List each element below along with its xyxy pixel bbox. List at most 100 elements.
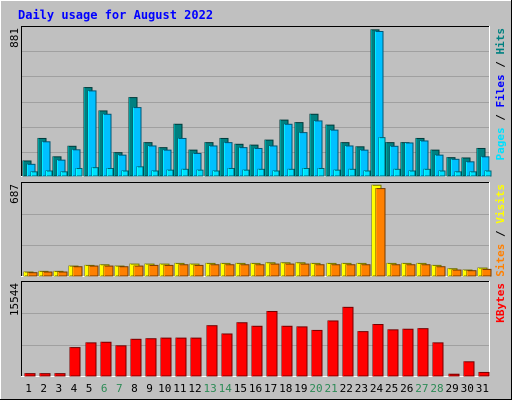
bar-kbytes-day-25 (387, 329, 399, 377)
bar-kbytes-day-21 (327, 320, 339, 377)
legend-part: Pages (494, 127, 507, 160)
bar-sites-day-18 (284, 263, 295, 277)
x-tick-label-day-9: 9 (146, 382, 153, 395)
bar-sites-day-5 (88, 265, 99, 277)
series-legend-label: Pages / Files / Hits (494, 28, 507, 161)
bar-kbytes-day-17 (266, 310, 278, 377)
bar-sites-day-25 (390, 264, 401, 277)
y-max-label: 881 (8, 28, 21, 48)
panel-kbytes: 15544 KBytes (8, 281, 507, 377)
bar-kbytes-day-11 (175, 337, 187, 377)
bar-kbytes-day-22 (342, 306, 354, 377)
x-tick-label-day-17: 17 (264, 382, 277, 395)
legend-part: Files (494, 74, 507, 107)
bar-sites-day-14 (224, 264, 235, 277)
x-axis-labels: 1 2 3 4 5 6 7 8 9 10 11 12 13 14 15 16 17 18 19 20 21 22 23 24 2… (25, 382, 489, 395)
x-tick-label-day-5: 5 (86, 382, 93, 395)
x-tick-label-day-29: 29 (446, 382, 459, 395)
bar-sites-day-7 (118, 266, 129, 277)
legend-part: / (494, 224, 507, 244)
x-tick-label-day-26: 26 (400, 382, 413, 395)
bar-sites-day-20 (314, 264, 325, 277)
bar-sites-day-2 (42, 271, 53, 277)
x-tick-label-day-22: 22 (340, 382, 353, 395)
x-tick-label-day-28: 28 (430, 382, 443, 395)
chart-panels: 881 Pages / Files / Hits 687 Sites / Visits… (8, 26, 507, 377)
bar-kbytes-day-2 (39, 373, 51, 377)
x-tick-label-day-21: 21 (325, 382, 338, 395)
bar-kbytes-day-6 (100, 341, 112, 377)
bar-kbytes-day-10 (160, 337, 172, 377)
bar-kbytes-day-28 (432, 342, 444, 377)
x-tick-label-day-24: 24 (370, 382, 384, 395)
x-tick-label-day-16: 16 (249, 382, 262, 395)
bar-sites-day-21 (330, 264, 341, 277)
bar-files-day-8 (132, 107, 142, 177)
bar-sites-day-19 (299, 263, 310, 277)
bar-kbytes-day-1 (24, 373, 36, 377)
bar-files-day-6 (102, 113, 112, 177)
bar-kbytes-day-13 (206, 325, 218, 377)
x-tick-label-day-20: 20 (309, 382, 322, 395)
bar-files-day-5 (87, 90, 97, 177)
bar-files-day-18 (283, 123, 293, 177)
bar-sites-day-12 (193, 264, 204, 277)
bar-kbytes-day-12 (190, 337, 202, 377)
legend-part: KBytes (494, 283, 507, 323)
bar-sites-day-3 (57, 271, 68, 277)
y-max-label: 687 (8, 184, 21, 204)
bar-sites-day-10 (163, 264, 174, 277)
legend-part: / (494, 108, 507, 128)
bar-sites-day-17 (269, 263, 280, 277)
bar-sites-day-31 (481, 268, 492, 277)
legend-part: Visits (494, 184, 507, 224)
x-tick-label-day-25: 25 (385, 382, 398, 395)
legend-part: Sites (494, 244, 507, 277)
bar-kbytes-day-9 (145, 338, 157, 377)
bar-kbytes-day-27 (417, 328, 429, 377)
bar-sites-day-4 (72, 266, 83, 277)
bar-sites-day-1 (27, 272, 38, 277)
x-tick-label-day-4: 4 (71, 382, 78, 395)
plot-area (21, 182, 490, 277)
bar-sites-day-24 (375, 188, 386, 277)
x-tick-label-day-23: 23 (355, 382, 368, 395)
series-legend-label: KBytes (494, 283, 507, 323)
x-tick-label-day-14: 14 (219, 382, 233, 395)
chart-title: Daily usage for August 2022 (18, 8, 213, 22)
bar-sites-day-8 (133, 265, 144, 277)
x-tick-label-day-13: 13 (203, 382, 216, 395)
bar-sites-day-15 (239, 264, 250, 277)
x-tick-label-day-1: 1 (25, 382, 32, 395)
bar-kbytes-day-31 (478, 371, 490, 377)
bar-kbytes-day-16 (251, 325, 263, 377)
x-tick-label-day-19: 19 (294, 382, 307, 395)
bar-kbytes-day-3 (54, 373, 66, 377)
y-max-label: 15544 (8, 283, 21, 316)
x-tick-label-day-18: 18 (279, 382, 292, 395)
bar-sites-day-30 (466, 270, 477, 277)
bar-sites-day-23 (360, 264, 371, 277)
bar-kbytes-day-26 (402, 328, 414, 377)
panel-visits-sites: 687 Sites / Visits (8, 182, 507, 277)
bar-sites-day-16 (254, 264, 265, 277)
x-tick-label-day-27: 27 (415, 382, 428, 395)
panel-hits-files-pages: 881 Pages / Files / Hits (8, 26, 507, 177)
series-legend-label: Sites / Visits (494, 184, 507, 277)
bar-sites-day-22 (345, 264, 356, 277)
bar-kbytes-day-4 (69, 347, 81, 377)
x-tick-label-day-12: 12 (188, 382, 201, 395)
x-tick-label-day-15: 15 (234, 382, 247, 395)
bar-sites-day-13 (209, 264, 220, 277)
x-tick-label-day-3: 3 (56, 382, 63, 395)
x-tick-label-day-7: 7 (116, 382, 123, 395)
bar-kbytes-day-23 (357, 331, 369, 377)
bar-sites-day-27 (420, 264, 431, 277)
bar-sites-day-26 (405, 264, 416, 277)
x-tick-label-day-10: 10 (158, 382, 171, 395)
bar-kbytes-day-5 (85, 342, 97, 377)
x-tick-label-day-30: 30 (461, 382, 474, 395)
legend-part: / (494, 55, 507, 75)
legend-part: Hits (494, 28, 507, 55)
